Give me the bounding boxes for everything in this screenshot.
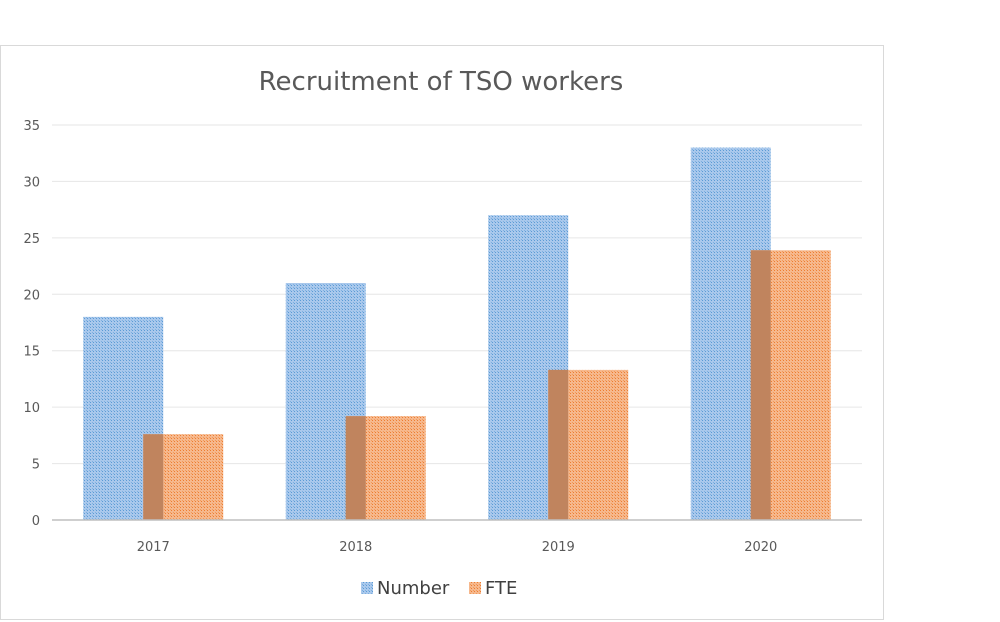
y-tick-label: 15: [23, 345, 40, 360]
x-tick-label: 2019: [542, 540, 575, 555]
legend-swatch-number: [361, 582, 373, 594]
legend-label-number: Number: [377, 578, 450, 599]
y-tick-label: 20: [23, 288, 40, 303]
bars: [52, 147, 862, 521]
bar-overlap-2020: [750, 250, 771, 520]
legend: Number FTE: [361, 578, 517, 599]
x-tick-label: 2020: [744, 540, 777, 555]
y-tick-label: 35: [23, 119, 40, 134]
x-axis-ticks: 2017 2018 2019 2020: [137, 540, 778, 555]
legend-label-fte: FTE: [485, 578, 517, 599]
bar-overlap-2018: [345, 416, 366, 520]
y-tick-label: 5: [32, 458, 40, 473]
x-tick-label: 2018: [339, 540, 372, 555]
legend-swatch-fte: [469, 582, 481, 594]
bar-overlap-2017: [143, 434, 164, 520]
bar-overlap-2019: [548, 369, 569, 520]
y-tick-label: 0: [32, 514, 40, 529]
y-tick-label: 10: [23, 401, 40, 416]
chart-title: Recruitment of TSO workers: [259, 67, 624, 97]
y-axis-ticks: 0 5 10 15 20 25 30 35: [23, 119, 40, 529]
y-tick-label: 30: [23, 175, 40, 190]
y-tick-label: 25: [23, 232, 40, 247]
x-tick-label: 2017: [137, 540, 170, 555]
